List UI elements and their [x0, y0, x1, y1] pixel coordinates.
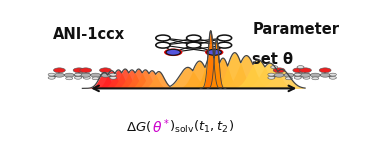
- Circle shape: [319, 68, 331, 73]
- Circle shape: [301, 73, 310, 77]
- Circle shape: [187, 42, 201, 48]
- Circle shape: [205, 49, 223, 56]
- Circle shape: [83, 73, 90, 76]
- Circle shape: [285, 77, 293, 80]
- Circle shape: [48, 76, 55, 79]
- Circle shape: [156, 42, 170, 48]
- Circle shape: [294, 76, 301, 79]
- Circle shape: [294, 73, 304, 77]
- Circle shape: [268, 73, 275, 76]
- Circle shape: [66, 77, 73, 80]
- Circle shape: [74, 73, 84, 77]
- Circle shape: [271, 66, 278, 68]
- Circle shape: [48, 73, 55, 76]
- Circle shape: [310, 73, 320, 77]
- Circle shape: [329, 73, 336, 76]
- Circle shape: [320, 73, 330, 77]
- Circle shape: [80, 68, 91, 73]
- Circle shape: [92, 77, 99, 80]
- Circle shape: [273, 68, 285, 73]
- Circle shape: [101, 73, 110, 77]
- Circle shape: [217, 35, 232, 41]
- Text: $)_{\rm solv}(t_1,t_2)$: $)_{\rm solv}(t_1,t_2)$: [169, 119, 234, 135]
- Circle shape: [110, 73, 117, 76]
- Circle shape: [299, 68, 311, 73]
- Circle shape: [187, 35, 201, 41]
- Circle shape: [64, 73, 74, 77]
- Text: $\theta^*$: $\theta^*$: [152, 117, 170, 136]
- Text: $\Delta G($: $\Delta G($: [126, 119, 151, 134]
- Circle shape: [268, 76, 275, 79]
- Circle shape: [303, 73, 310, 76]
- Text: ANI-1ccx: ANI-1ccx: [53, 27, 125, 42]
- Circle shape: [297, 66, 304, 68]
- Text: Parameter: Parameter: [252, 22, 339, 37]
- Circle shape: [312, 77, 319, 80]
- Circle shape: [166, 49, 180, 55]
- Circle shape: [99, 68, 112, 73]
- Circle shape: [303, 76, 310, 79]
- Circle shape: [164, 49, 183, 56]
- Text: set θ: set θ: [252, 52, 293, 67]
- Circle shape: [294, 73, 301, 76]
- Circle shape: [284, 73, 294, 77]
- Circle shape: [274, 73, 284, 77]
- Circle shape: [329, 76, 336, 79]
- Circle shape: [91, 73, 101, 77]
- Circle shape: [73, 68, 85, 73]
- Circle shape: [83, 76, 90, 79]
- Circle shape: [156, 35, 170, 41]
- Circle shape: [81, 73, 91, 77]
- Circle shape: [217, 42, 232, 48]
- Circle shape: [207, 49, 222, 55]
- Circle shape: [54, 73, 64, 77]
- Circle shape: [74, 76, 82, 79]
- Circle shape: [110, 76, 117, 79]
- Circle shape: [293, 68, 305, 73]
- Circle shape: [53, 68, 65, 73]
- Circle shape: [74, 73, 82, 76]
